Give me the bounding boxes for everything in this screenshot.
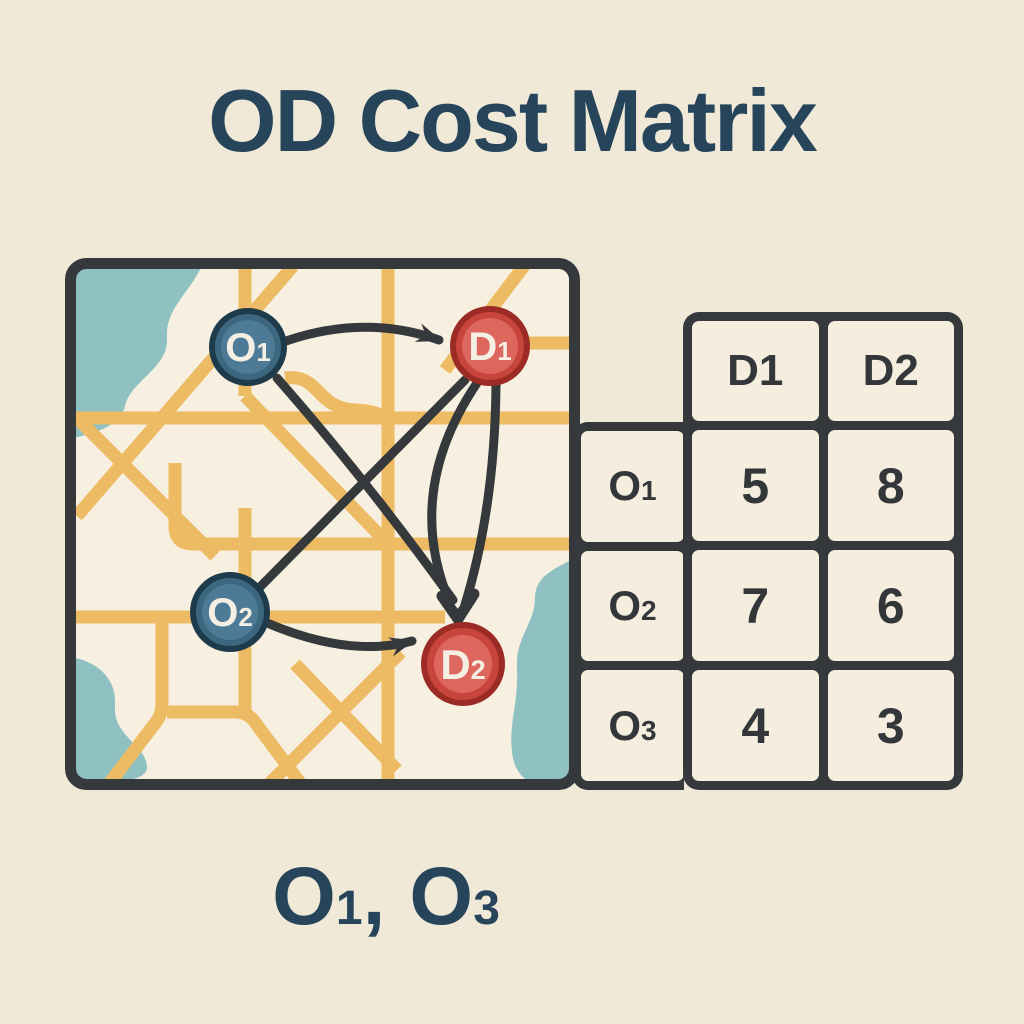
road-segment xyxy=(103,617,169,780)
map-node-o1: O1 xyxy=(209,308,287,386)
caption-o1: O xyxy=(272,851,336,942)
road-segment xyxy=(75,268,298,521)
cost-cell-o1-d2: 8 xyxy=(827,430,954,541)
od-arrows xyxy=(253,322,501,657)
water-blob-top-left xyxy=(75,268,205,440)
caption-origin-list: O1, O3 xyxy=(0,850,772,944)
map-node-d2: D2 xyxy=(421,622,505,706)
destination-node-inner xyxy=(462,318,518,374)
caption-o1-sub: 1 xyxy=(335,882,363,935)
origin-node-inner xyxy=(221,320,275,374)
road-segment xyxy=(284,371,394,426)
node-label-d2: D2 xyxy=(440,641,485,688)
origin-node-inner xyxy=(202,584,258,640)
arrowhead-icon xyxy=(436,588,480,629)
arrow-o2-d2 xyxy=(262,618,417,657)
road-segment xyxy=(75,413,220,561)
row-label-o3: O3 xyxy=(581,670,684,781)
row-label-text: O1 xyxy=(608,462,657,510)
row-label-o1: O1 xyxy=(581,431,684,542)
cost-cell-o2-d2: 6 xyxy=(827,550,954,661)
road-segment xyxy=(240,391,393,549)
destination-node-inner xyxy=(434,635,492,693)
map-node-o2: O2 xyxy=(190,572,270,652)
arrow-o1-d1 xyxy=(281,322,444,346)
map-node-d1: D1 xyxy=(450,306,530,386)
matrix-row-labels: O1 O2 O3 xyxy=(572,422,684,790)
caption-o3-sub: 3 xyxy=(473,882,500,935)
road-segment xyxy=(264,647,406,780)
caption-separator: , xyxy=(362,851,386,942)
map-illustration: O1 D1 O2 D2 xyxy=(65,258,580,790)
cost-cell-o3-d1: 4 xyxy=(692,670,819,781)
water-blob-bottom-right xyxy=(511,556,570,780)
road-segment xyxy=(290,659,402,775)
road-segment xyxy=(167,705,307,780)
row-label-text: O3 xyxy=(608,701,657,749)
column-header-d2: D2 xyxy=(827,321,954,421)
row-label-text: O2 xyxy=(608,581,657,629)
road-segment xyxy=(168,463,570,551)
map-panel: O1 D1 O2 D2 xyxy=(65,258,580,790)
arrow-o2-d1 xyxy=(253,375,470,594)
caption-o3: O xyxy=(409,851,474,942)
node-label-o1: O1 xyxy=(225,326,271,370)
column-header-d1: D1 xyxy=(692,321,819,421)
node-label-d1: D1 xyxy=(468,325,511,369)
cost-cell-o1-d1: 5 xyxy=(692,430,819,541)
cost-cell-o2-d1: 7 xyxy=(692,550,819,661)
cost-cell-o3-d2: 3 xyxy=(827,670,954,781)
arrow-d1-d2-right xyxy=(459,379,501,613)
matrix-table: D1 D2 5 8 7 6 4 3 xyxy=(683,312,963,790)
node-label-o2: O2 xyxy=(207,591,253,635)
arrow-d1-d2-left xyxy=(427,378,482,608)
row-label-o2: O2 xyxy=(581,550,684,662)
page-title: OD Cost Matrix xyxy=(208,71,818,170)
